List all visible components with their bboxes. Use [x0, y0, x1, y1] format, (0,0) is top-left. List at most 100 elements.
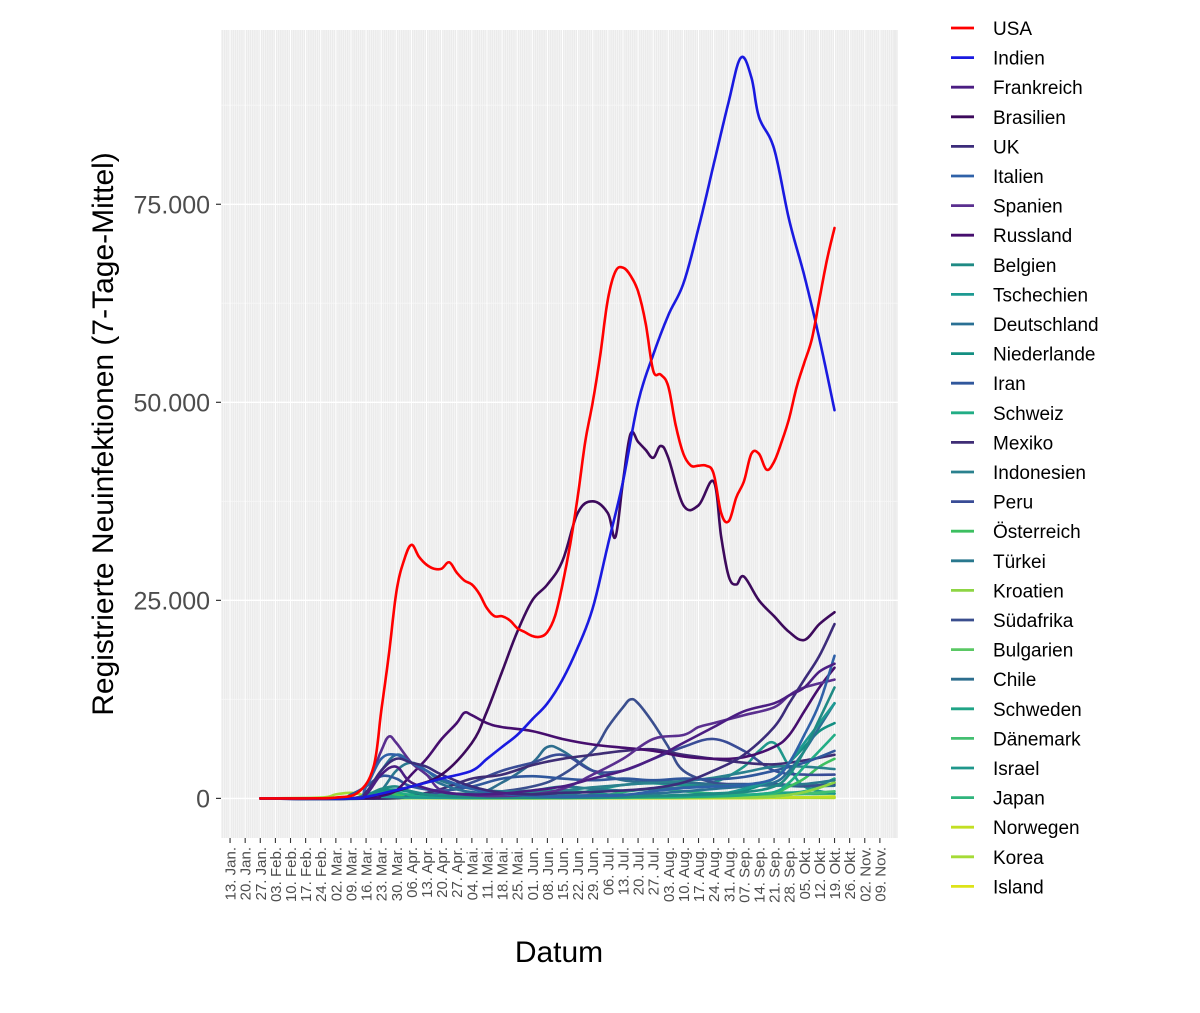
- legend-label: Brasilien: [993, 108, 1066, 129]
- x-tick-label: 09. Mar.: [343, 847, 360, 901]
- legend-label: Italien: [993, 167, 1044, 188]
- x-tick-label: 14. Sep.: [751, 847, 768, 903]
- x-tick-label: 20. Jan.: [238, 847, 255, 900]
- legend-item-deutschland: Deutschland: [951, 315, 1099, 336]
- x-tick-label: 27. Apr.: [449, 847, 466, 898]
- x-axis: 13. Jan.20. Jan.27. Jan.03. Feb.10. Feb.…: [223, 838, 889, 903]
- x-tick-label: 20. Apr.: [434, 847, 451, 898]
- legend-label: Frankreich: [993, 78, 1083, 99]
- legend-item-japan: Japan: [951, 789, 1045, 810]
- series-lines: [259, 55, 836, 801]
- legend-item-danemark: Dänemark: [951, 729, 1081, 750]
- legend-item-schweiz: Schweiz: [951, 404, 1064, 425]
- x-tick-label: 06. Jul.: [600, 847, 617, 895]
- x-tick-label: 27. Jan.: [253, 847, 270, 900]
- x-tick-label: 17. Feb.: [298, 847, 315, 902]
- x-tick-label: 02. Mar.: [328, 847, 345, 901]
- x-tick-label: 07. Sep.: [736, 847, 753, 903]
- legend-label: Peru: [993, 493, 1033, 514]
- legend-item-frankreich: Frankreich: [951, 78, 1083, 99]
- legend-label: Südafrika: [993, 611, 1074, 632]
- legend-label: Iran: [993, 374, 1026, 395]
- legend-item-italien: Italien: [951, 167, 1044, 188]
- x-tick-label: 24. Feb.: [313, 847, 330, 902]
- legend-label: USA: [993, 19, 1032, 40]
- x-tick-label: 13. Jul.: [615, 847, 632, 895]
- legend-item-peru: Peru: [951, 493, 1033, 514]
- series-line-usa: [259, 226, 836, 800]
- x-tick-label: 16. Mar.: [359, 847, 376, 901]
- legend-label: Korea: [993, 848, 1044, 869]
- x-tick-label: 08. Jun.: [540, 847, 557, 900]
- x-tick-label: 17. Aug.: [691, 847, 708, 902]
- x-tick-label: 24. Aug.: [706, 847, 723, 902]
- legend-item-sudafrika: Südafrika: [951, 611, 1074, 632]
- x-tick-label: 22. Jun.: [570, 847, 587, 900]
- legend-label: Bulgarien: [993, 641, 1073, 662]
- series-line-italien: [259, 654, 836, 801]
- x-tick-label: 02. Nov.: [857, 847, 874, 902]
- legend-item-usa: USA: [951, 19, 1032, 40]
- legend-item-bulgarien: Bulgarien: [951, 641, 1073, 662]
- x-tick-label: 05. Okt.: [797, 847, 814, 900]
- legend-label: Niederlande: [993, 345, 1095, 366]
- legend-label: Japan: [993, 789, 1045, 810]
- legend-item-turkei: Türkei: [951, 552, 1046, 573]
- y-tick-label: 50.000: [134, 389, 210, 417]
- legend-label: Spanien: [993, 197, 1063, 218]
- legend-item-chile: Chile: [951, 670, 1036, 691]
- x-tick-label: 28. Sep.: [782, 847, 799, 903]
- series-line-indien: [259, 55, 836, 800]
- legend-item-niederlande: Niederlande: [951, 345, 1095, 366]
- legend-label: UK: [993, 137, 1020, 158]
- legend-item-brasilien: Brasilien: [951, 108, 1066, 129]
- legend-item-osterreich: Österreich: [951, 522, 1081, 543]
- x-tick-label: 27. Jul.: [646, 847, 663, 895]
- legend-label: Russland: [993, 226, 1072, 247]
- x-tick-label: 12. Okt.: [812, 847, 829, 900]
- x-tick-label: 03. Aug.: [661, 847, 678, 902]
- x-tick-label: 06. Apr.: [404, 847, 421, 898]
- legend-label: Island: [993, 877, 1044, 898]
- legend-label: Belgien: [993, 256, 1056, 277]
- y-tick-label: 0: [196, 785, 210, 813]
- legend-label: Schweden: [993, 700, 1082, 721]
- legend-item-kroatien: Kroatien: [951, 581, 1064, 602]
- x-tick-label: 01. Jun.: [525, 847, 542, 900]
- legend-item-korea: Korea: [951, 848, 1044, 869]
- legend-item-norwegen: Norwegen: [951, 818, 1080, 839]
- x-tick-label: 15. Jun.: [555, 847, 572, 900]
- x-tick-label: 04. Mai.: [464, 847, 481, 900]
- legend-item-spanien: Spanien: [951, 197, 1063, 218]
- x-tick-label: 26. Okt.: [842, 847, 859, 900]
- series-line-uk: [259, 622, 836, 801]
- legend-item-uk: UK: [951, 137, 1020, 158]
- x-tick-label: 10. Feb.: [283, 847, 300, 902]
- x-tick-label: 21. Sep.: [767, 847, 784, 903]
- legend-label: Israel: [993, 759, 1039, 780]
- legend-label: Chile: [993, 670, 1036, 691]
- y-tick-label: 25.000: [134, 587, 210, 615]
- x-tick-label: 09. Nov.: [872, 847, 889, 902]
- gridlines: [221, 30, 898, 838]
- legend-label: Türkei: [993, 552, 1046, 573]
- x-tick-label: 29. Jun.: [585, 847, 602, 900]
- series-line-russland: [259, 666, 836, 800]
- legend-item-indonesien: Indonesien: [951, 463, 1086, 484]
- x-tick-label: 20. Jul.: [631, 847, 648, 895]
- x-tick-label: 30. Mar.: [389, 847, 406, 901]
- legend: USA Indien Frankreich Brasilien UK Italien Spa…: [951, 19, 1099, 898]
- legend-item-mexiko: Mexiko: [951, 433, 1053, 454]
- legend-label: Kroatien: [993, 581, 1064, 602]
- x-tick-label: 19. Okt.: [827, 847, 844, 900]
- series-line-iran: [259, 749, 836, 801]
- legend-item-indien: Indien: [951, 49, 1045, 70]
- x-tick-label: 03. Feb.: [268, 847, 285, 902]
- legend-item-tschechien: Tschechien: [951, 285, 1088, 306]
- x-tick-label: 11. Mai.: [479, 847, 496, 899]
- y-tick-label: 75.000: [134, 191, 210, 219]
- legend-label: Österreich: [993, 522, 1081, 543]
- series-line-brasilien: [259, 430, 836, 801]
- legend-label: Mexiko: [993, 433, 1053, 454]
